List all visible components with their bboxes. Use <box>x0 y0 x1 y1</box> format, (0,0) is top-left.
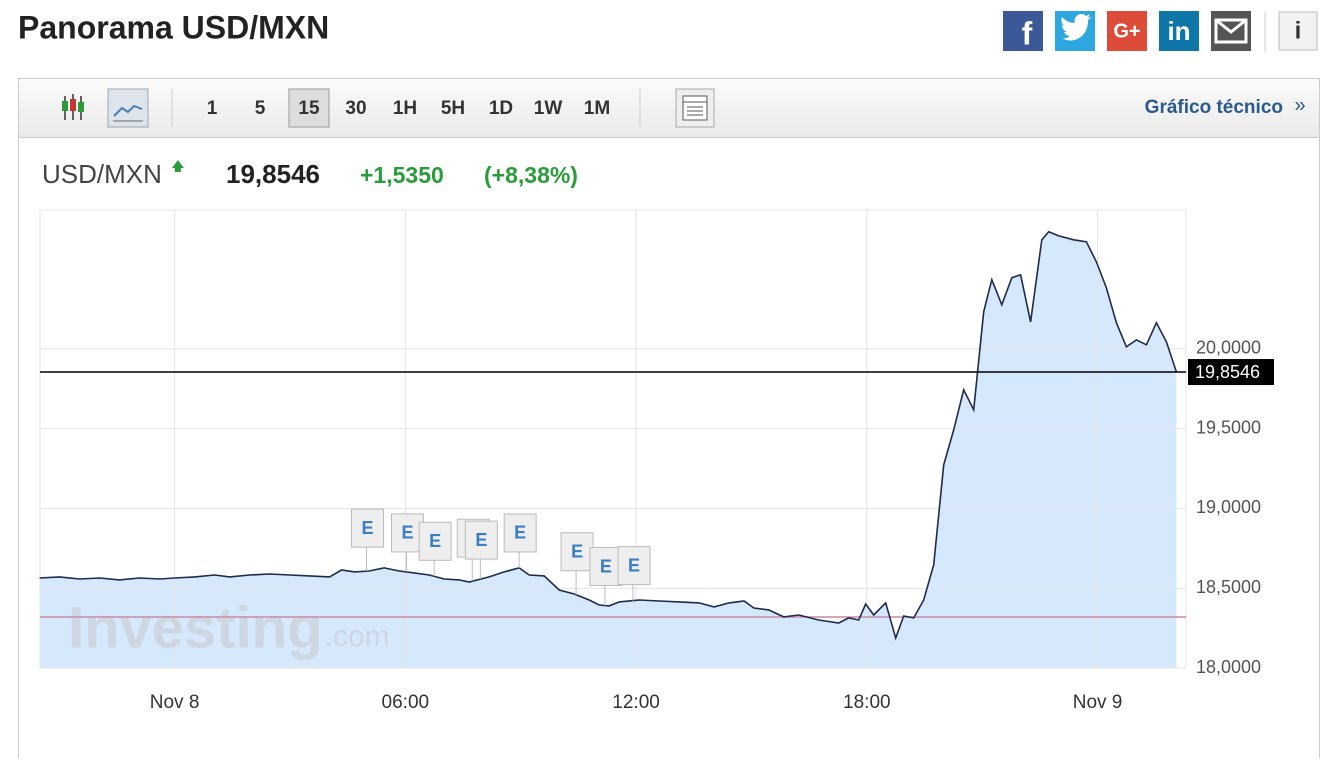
up-arrow <box>171 160 184 172</box>
y-tick-label: 18,0000 <box>1196 657 1261 677</box>
watermark-suffix: .com <box>325 620 390 653</box>
share-mail[interactable] <box>1211 11 1251 51</box>
event-marker[interactable] <box>560 532 594 572</box>
event-label: E <box>514 523 526 543</box>
quote-change-pct: (+8,38%) <box>484 162 578 188</box>
quote-price: 19,8546 <box>226 159 320 189</box>
chart: Nov 8 06:00 12:00 18:00 Nov 9 18,0000 18,5000 1… <box>39 209 1274 713</box>
event-label: E <box>628 555 640 575</box>
event-marker[interactable] <box>589 547 623 587</box>
share-linkedin[interactable]: in <box>1159 11 1199 51</box>
share-facebook[interactable]: f <box>1003 11 1043 51</box>
google-icon: G+ <box>1113 20 1140 42</box>
x-tick-label: Nov 9 <box>1073 692 1123 713</box>
interval-button[interactable]: 1D <box>489 98 513 119</box>
quote-row: USD/MXN 19,8546 +1,5350 (+8,38%) <box>42 159 578 189</box>
interval-button[interactable]: 1H <box>393 98 417 119</box>
y-tick-label: 19,5000 <box>1196 417 1261 437</box>
y-tick-label: 19,0000 <box>1196 497 1261 517</box>
quote-change: +1,5350 <box>360 162 444 188</box>
quote-symbol: USD/MXN <box>42 159 162 189</box>
interval-button[interactable]: 15 <box>298 98 320 119</box>
event-marker[interactable] <box>390 513 424 553</box>
watermark: Investing <box>68 595 323 660</box>
table-button[interactable] <box>675 88 715 128</box>
event-label: E <box>361 518 373 538</box>
info-icon: i <box>1295 17 1302 44</box>
x-tick-label: 06:00 <box>382 692 430 713</box>
event-label: E <box>600 556 612 576</box>
y-tick-label: 18,5000 <box>1196 577 1261 597</box>
info-button[interactable]: i <box>1278 11 1318 51</box>
interval-button[interactable]: 1 <box>207 98 218 119</box>
event-marker[interactable] <box>350 508 384 548</box>
event-label: E <box>475 530 487 550</box>
technical-chart-link[interactable]: Gráfico técnico <box>1145 97 1283 118</box>
interval-button[interactable]: 1M <box>584 98 610 119</box>
event-marker[interactable] <box>418 521 452 561</box>
interval-button[interactable]: 5 <box>255 98 266 119</box>
event-marker[interactable] <box>464 520 498 560</box>
linkedin-icon: in <box>1167 16 1190 46</box>
link-arrow[interactable]: » <box>1294 94 1305 116</box>
last-price-box <box>1188 359 1274 386</box>
price-line <box>39 230 1178 641</box>
area-fill <box>39 231 1177 668</box>
interval-button[interactable]: 5H <box>441 98 465 119</box>
page-title: Panorama USD/MXN <box>18 9 329 45</box>
event-label: E <box>429 531 441 551</box>
event-marker[interactable] <box>617 546 651 586</box>
x-tick-label: Nov 8 <box>150 692 200 713</box>
event-marker[interactable] <box>503 513 537 553</box>
interval-button[interactable]: 30 <box>345 98 366 119</box>
toolbar <box>19 79 1319 137</box>
share-google[interactable]: G+ <box>1107 11 1147 51</box>
event-label: E <box>571 541 583 561</box>
interval-selected <box>288 88 330 128</box>
x-tick-label: 12:00 <box>612 692 660 713</box>
share-twitter[interactable] <box>1055 11 1095 51</box>
candlestick-button[interactable] <box>62 94 84 120</box>
interval-button[interactable]: 1W <box>534 98 563 119</box>
line-chart-button[interactable] <box>107 88 149 128</box>
last-price-label: 19,8546 <box>1195 362 1260 382</box>
x-tick-label: 18:00 <box>843 692 891 713</box>
facebook-icon: f <box>1022 15 1033 51</box>
event-label: E <box>401 523 413 543</box>
y-tick-label: 20,0000 <box>1196 338 1261 358</box>
